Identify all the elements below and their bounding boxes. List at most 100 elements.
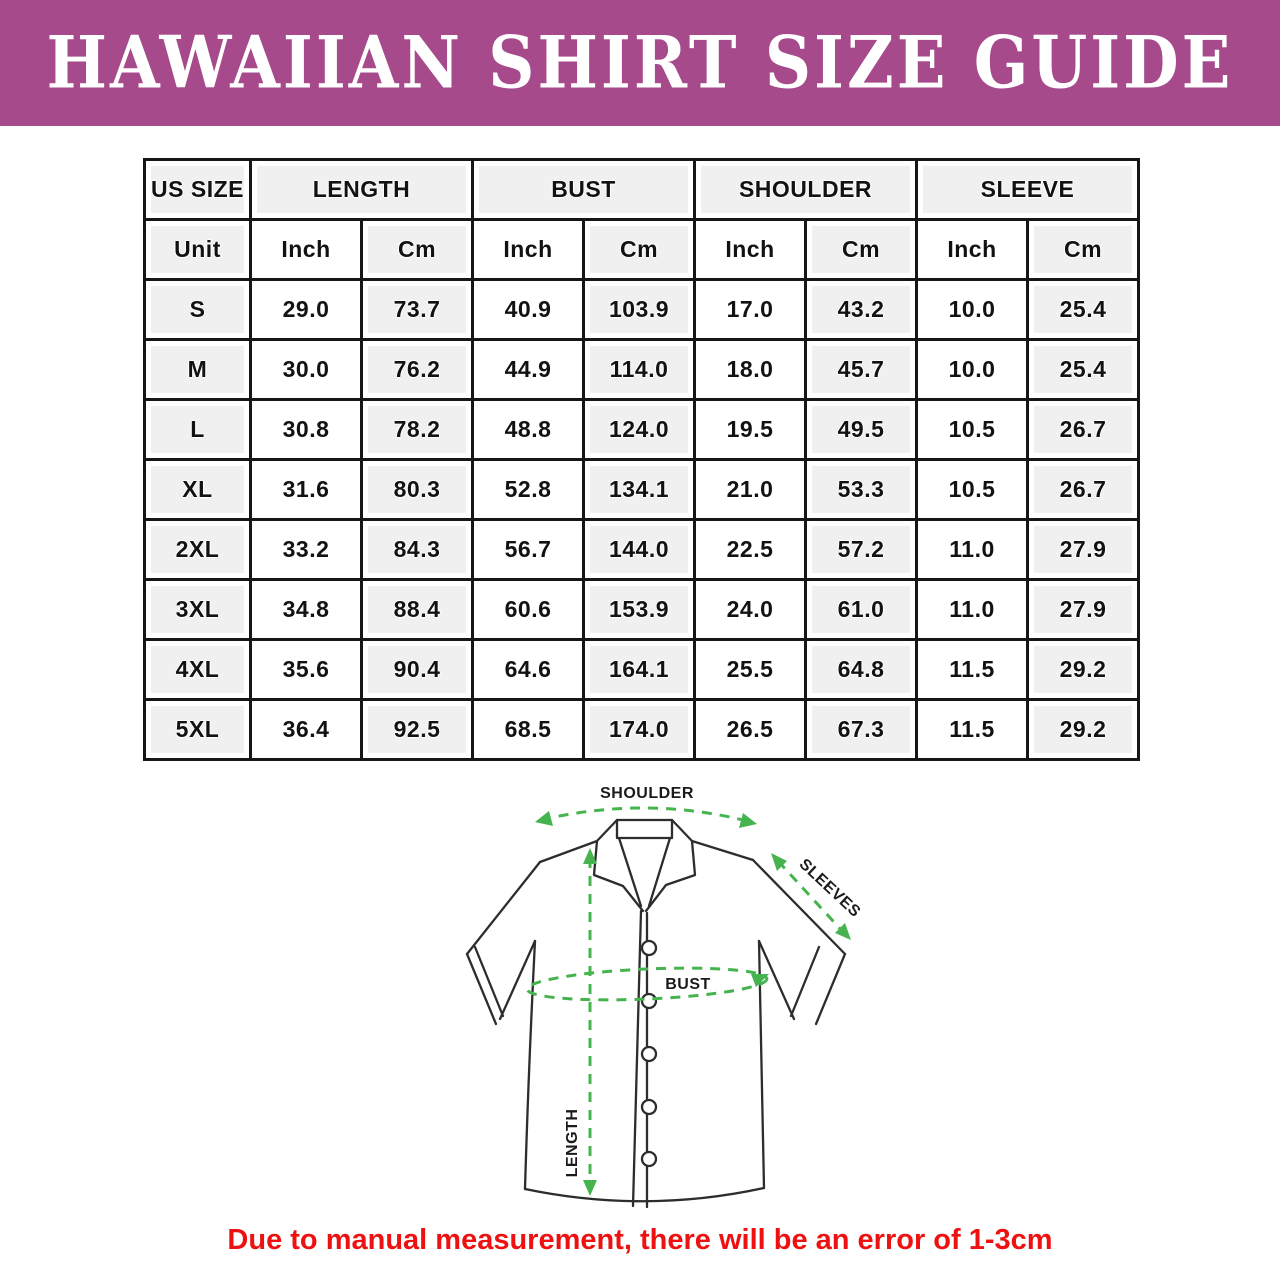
column-group-header-cell: BUST xyxy=(471,158,696,221)
size-value-cell: 26.7 xyxy=(1026,398,1140,461)
size-value-cell: 84.3 xyxy=(360,518,474,581)
shirt-button xyxy=(640,1045,658,1063)
size-value-cell: 78.2 xyxy=(360,398,474,461)
size-value-cell: 52.8 xyxy=(471,458,585,521)
unit-cell: Cm xyxy=(804,218,918,281)
size-value-cell: 25.4 xyxy=(1026,338,1140,401)
size-value-cell: 56.7 xyxy=(471,518,585,581)
unit-cell: Inch xyxy=(693,218,807,281)
table-size-row: XL 31.6 80.3 52.8 134.1 21.0 53.3 10.5 26.7 xyxy=(143,458,1140,521)
size-value-cell: 11.0 xyxy=(915,578,1029,641)
table-size-row: S 29.0 73.7 40.9 103.9 17.0 43.2 10.0 25.4 xyxy=(143,278,1140,341)
unit-cell: Cm xyxy=(1026,218,1140,281)
size-value-cell: 29.2 xyxy=(1026,698,1140,761)
unit-cell: Cm xyxy=(360,218,474,281)
size-value-cell: 25.5 xyxy=(693,638,807,701)
size-value-cell: 43.2 xyxy=(804,278,918,341)
size-value-cell: 49.5 xyxy=(804,398,918,461)
column-group-header-cell: LENGTH xyxy=(249,158,474,221)
size-value-cell: 64.8 xyxy=(804,638,918,701)
size-value-cell: 29.0 xyxy=(249,278,363,341)
size-label-cell: XL xyxy=(143,458,252,521)
size-value-cell: 48.8 xyxy=(471,398,585,461)
unit-cell: Cm xyxy=(582,218,696,281)
size-value-cell: 57.2 xyxy=(804,518,918,581)
sleeves-measure-arrow xyxy=(771,853,851,940)
size-value-cell: 35.6 xyxy=(249,638,363,701)
size-value-cell: 68.5 xyxy=(471,698,585,761)
table-size-row: 5XL 36.4 92.5 68.5 174.0 26.5 67.3 11.5 29.2 xyxy=(143,698,1140,761)
size-label-cell: 2XL xyxy=(143,518,252,581)
size-value-cell: 21.0 xyxy=(693,458,807,521)
table-size-row: 4XL 35.6 90.4 64.6 164.1 25.5 64.8 11.5 29.2 xyxy=(143,638,1140,701)
size-value-cell: 80.3 xyxy=(360,458,474,521)
size-value-cell: 27.9 xyxy=(1026,518,1140,581)
size-value-cell: 31.6 xyxy=(249,458,363,521)
size-value-cell: 134.1 xyxy=(582,458,696,521)
table-size-row: L 30.8 78.2 48.8 124.0 19.5 49.5 10.5 26.7 xyxy=(143,398,1140,461)
size-value-cell: 30.0 xyxy=(249,338,363,401)
size-value-cell: 174.0 xyxy=(582,698,696,761)
size-value-cell: 73.7 xyxy=(360,278,474,341)
size-value-cell: 11.0 xyxy=(915,518,1029,581)
size-value-cell: 26.7 xyxy=(1026,458,1140,521)
bust-label: BUST xyxy=(665,976,711,993)
size-value-cell: 10.0 xyxy=(915,338,1029,401)
bust-measure-ellipse xyxy=(525,966,769,1002)
column-group-header-cell: SHOULDER xyxy=(693,158,918,221)
shoulder-measure-arrow xyxy=(535,806,757,828)
shirt-outline-graphic xyxy=(465,818,847,1209)
size-label-cell: S xyxy=(143,278,252,341)
size-value-cell: 19.5 xyxy=(693,398,807,461)
length-label: LENGTH xyxy=(564,1109,581,1178)
size-value-cell: 164.1 xyxy=(582,638,696,701)
size-value-cell: 67.3 xyxy=(804,698,918,761)
size-label-cell: M xyxy=(143,338,252,401)
size-label-cell: 4XL xyxy=(143,638,252,701)
size-value-cell: 124.0 xyxy=(582,398,696,461)
table-group-header-row: US SIZE LENGTH BUST SHOULDER SLEEVE xyxy=(143,158,1140,221)
size-value-cell: 22.5 xyxy=(693,518,807,581)
unit-cell: Inch xyxy=(249,218,363,281)
size-value-cell: 90.4 xyxy=(360,638,474,701)
size-value-cell: 40.9 xyxy=(471,278,585,341)
table-unit-row: Unit Inch Cm Inch Cm Inch Cm Inch Cm xyxy=(143,218,1140,281)
size-value-cell: 153.9 xyxy=(582,578,696,641)
length-measure-arrow xyxy=(583,848,597,1196)
measurement-note: Due to manual measurement, there will be… xyxy=(227,1224,1053,1256)
size-value-cell: 18.0 xyxy=(693,338,807,401)
size-label-cell: 5XL xyxy=(143,698,252,761)
size-value-cell: 114.0 xyxy=(582,338,696,401)
size-value-cell: 26.5 xyxy=(693,698,807,761)
unit-cell: Inch xyxy=(915,218,1029,281)
size-label-cell: L xyxy=(143,398,252,461)
size-value-cell: 10.5 xyxy=(915,398,1029,461)
size-value-cell: 88.4 xyxy=(360,578,474,641)
page-title: HAWAIIAN SHIRT SIZE GUIDE xyxy=(46,21,1234,105)
shoulder-label: SHOULDER xyxy=(600,785,694,802)
table-size-row: 2XL 33.2 84.3 56.7 144.0 22.5 57.2 11.0 27.9 xyxy=(143,518,1140,581)
size-value-cell: 60.6 xyxy=(471,578,585,641)
size-value-cell: 103.9 xyxy=(582,278,696,341)
size-table-body: US SIZE LENGTH BUST SHOULDER SLEEVE Unit Inch C… xyxy=(143,158,1140,761)
shirt-measurement-diagram: SHOULDER SLEEVES BUST LENGTH xyxy=(465,783,866,1209)
column-group-header-cell: SLEEVE xyxy=(915,158,1140,221)
size-value-cell: 10.5 xyxy=(915,458,1029,521)
size-value-cell: 45.7 xyxy=(804,338,918,401)
unit-cell: Inch xyxy=(471,218,585,281)
shirt-button xyxy=(640,939,658,957)
size-value-cell: 33.2 xyxy=(249,518,363,581)
size-value-cell: 11.5 xyxy=(915,638,1029,701)
title-banner: HAWAIIAN SHIRT SIZE GUIDE xyxy=(0,0,1280,126)
shirt-button xyxy=(640,992,658,1010)
size-value-cell: 17.0 xyxy=(693,278,807,341)
size-value-cell: 92.5 xyxy=(360,698,474,761)
size-value-cell: 34.8 xyxy=(249,578,363,641)
column-group-header-cell: US SIZE xyxy=(143,158,252,221)
unit-cell: Unit xyxy=(143,218,252,281)
size-value-cell: 25.4 xyxy=(1026,278,1140,341)
size-value-cell: 144.0 xyxy=(582,518,696,581)
shirt-button xyxy=(640,1150,658,1168)
size-value-cell: 27.9 xyxy=(1026,578,1140,641)
